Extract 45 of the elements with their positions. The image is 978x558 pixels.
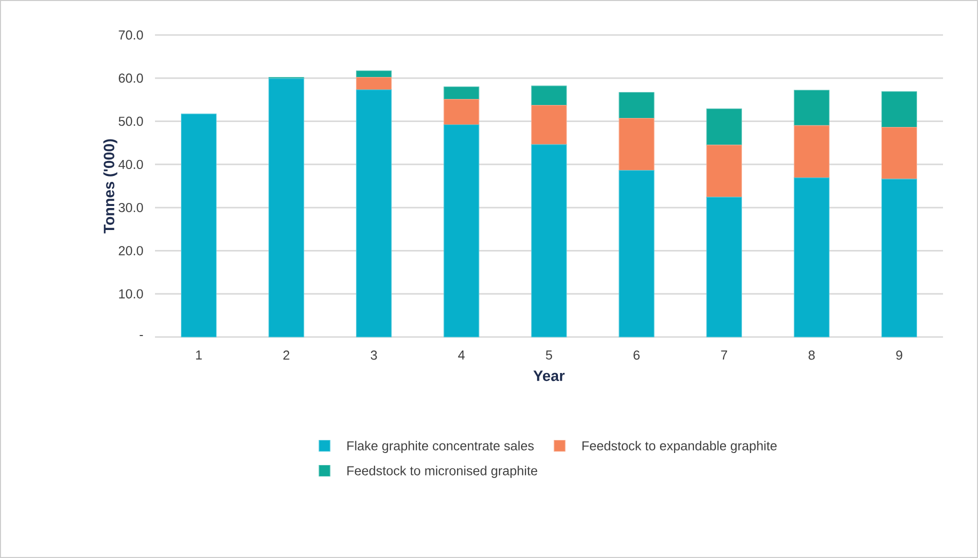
bar [531, 86, 567, 106]
bar [706, 108, 742, 146]
y-axis-title: Tonnes ('000) [103, 139, 118, 234]
bar [268, 78, 304, 338]
x-tick-label: 3 [370, 350, 377, 360]
legend-label: Feedstock to micronised graphite [347, 466, 538, 478]
bar [180, 114, 217, 338]
y-tick-label: 20.0 [118, 246, 143, 256]
y-tick-label: 50.0 [118, 116, 143, 126]
bar [706, 144, 742, 198]
y-tick-label: 60.0 [118, 74, 143, 83]
bar [618, 118, 654, 171]
bar [618, 170, 654, 338]
x-tick-label: 8 [808, 350, 815, 360]
x-tick-label: 7 [721, 350, 728, 360]
x-tick-label: 6 [634, 350, 640, 360]
x-tick-label: 1 [196, 350, 202, 360]
bar [444, 98, 480, 126]
legend-label: Flake graphite concentrate sales [347, 440, 534, 453]
bar [881, 178, 918, 338]
bar [531, 105, 567, 145]
y-tick-label: 70.0 [118, 30, 143, 40]
bar [531, 144, 567, 338]
bar [706, 196, 742, 338]
x-tick-label: 2 [283, 350, 290, 360]
bar [794, 90, 830, 126]
y-tick-label: - [140, 335, 143, 336]
x-tick-label: 9 [896, 350, 902, 360]
y-tick-label: 10.0 [119, 289, 143, 298]
bar [618, 92, 654, 119]
bar [881, 127, 918, 180]
bar [356, 89, 392, 338]
legend-label: Feedstock to expandable graphite [582, 440, 777, 453]
bar [444, 86, 480, 100]
bar [881, 91, 918, 128]
bar [444, 124, 480, 338]
x-tick-label: 4 [458, 350, 465, 360]
bar [794, 178, 830, 338]
bar [794, 125, 830, 178]
bar [356, 76, 392, 90]
y-tick-label: 30.0 [118, 202, 143, 212]
x-axis-title: Year [533, 370, 565, 382]
bar [356, 70, 392, 78]
y-tick-label: 40.0 [118, 160, 143, 170]
x-tick-label: 5 [546, 350, 552, 360]
